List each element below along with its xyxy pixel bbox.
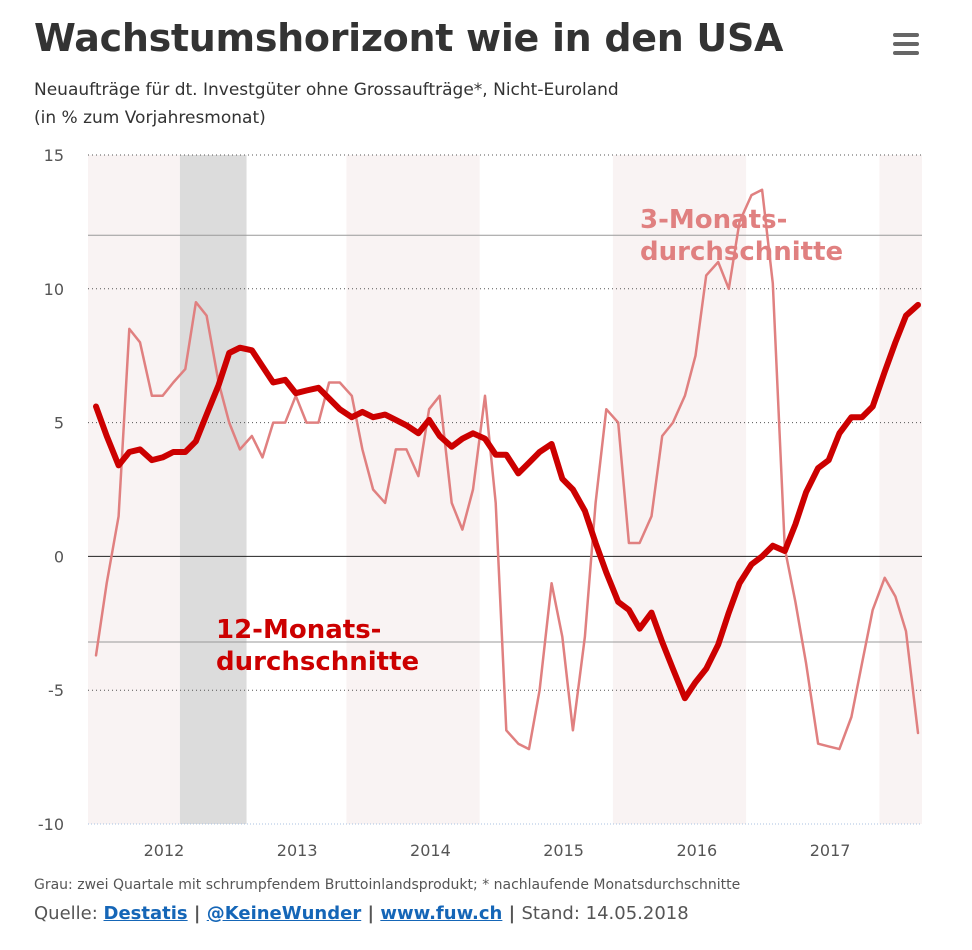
y-tick-label: -5 [48, 681, 64, 700]
year-band [346, 155, 480, 824]
annotation-3m-line2: durchschnitte [640, 237, 843, 267]
chart-subtitle: Neuaufträge für dt. Investgüter ohne Gro… [34, 76, 619, 132]
link-fuw[interactable]: www.fuw.ch [380, 903, 503, 924]
series-line-12-monats [93, 301, 921, 702]
year-band [88, 155, 180, 824]
annotations: 3-Monats-durchschnitte12-Monats-durchsch… [216, 205, 843, 677]
x-tick-label: 2014 [410, 841, 451, 860]
subtitle-line-1: Neuaufträge für dt. Investgüter ohne Gro… [34, 80, 619, 100]
y-tick-label: 15 [44, 146, 64, 165]
source-prefix: Quelle: [34, 903, 104, 924]
x-tick-label: 2016 [676, 841, 717, 860]
recession-band [179, 155, 247, 824]
year-band [612, 155, 747, 824]
x-tick-label: 2017 [810, 841, 851, 860]
subtitle-line-2: (in % zum Vorjahresmonat) [34, 108, 266, 128]
chart-title: Wachstumshorizont wie in den USA [34, 16, 784, 60]
series-lines [93, 188, 921, 751]
source-line: Quelle: Destatis | @KeineWunder | www.fu… [34, 903, 689, 924]
x-tick-label: 2013 [277, 841, 318, 860]
line-chart: -10 -5 0 5 10 15 2012 2013 2014 2015 2016 2017 3-M… [38, 146, 922, 860]
x-axis-ticks: 2012 2013 2014 2015 2016 2017 [144, 841, 851, 860]
link-destatis[interactable]: Destatis [103, 903, 188, 924]
y-tick-label: -10 [38, 815, 64, 834]
y-tick-label: 5 [54, 414, 64, 433]
separator: | [361, 903, 381, 924]
x-tick-label: 2015 [543, 841, 584, 860]
series-line-3-monats [94, 188, 920, 751]
background-bands [88, 155, 922, 824]
annotation-12m-line1: 12-Monats- [216, 615, 381, 645]
annotation-3m-line1: 3-Monats- [640, 205, 787, 235]
y-tick-label: 10 [44, 280, 64, 299]
y-tick-label: 0 [54, 547, 64, 566]
x-tick-label: 2012 [144, 841, 185, 860]
annotation-12m-line2: durchschnitte [216, 647, 419, 677]
link-keinewunder[interactable]: @KeineWunder [206, 903, 362, 924]
separator: | [502, 903, 522, 924]
year-band [879, 155, 922, 824]
hamburger-menu-icon[interactable] [893, 33, 919, 55]
stand-date: Stand: 14.05.2018 [521, 903, 689, 924]
footnote: Grau: zwei Quartale mit schrumpfendem Br… [34, 877, 741, 893]
separator: | [187, 903, 207, 924]
y-axis-ticks: -10 -5 0 5 10 15 [38, 146, 64, 834]
